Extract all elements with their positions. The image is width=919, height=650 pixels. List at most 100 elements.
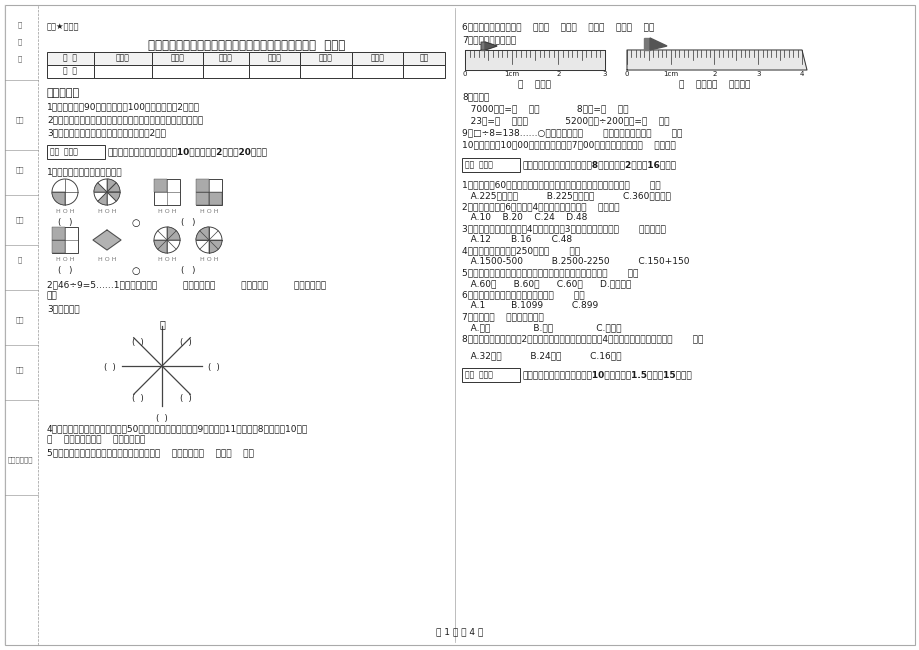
- Bar: [209, 192, 221, 205]
- Bar: [47, 52, 94, 65]
- Text: 内: 内: [17, 257, 22, 263]
- Text: 2、请首先按要求在试卷的指定位置填写您的姓名、班级、学号。: 2、请首先按要求在试卷的指定位置填写您的姓名、班级、学号。: [47, 115, 203, 124]
- Text: 班级: 班级: [16, 166, 24, 174]
- Text: (  ): ( ): [208, 363, 220, 372]
- Text: 5、在进位加法中，不管哪一位上的数相加满（    ），都要向（    ）进（    ）。: 5、在进位加法中，不管哪一位上的数相加满（ ），都要向（ ）进（ ）。: [47, 448, 254, 457]
- Text: 总分: 总分: [419, 53, 428, 62]
- Text: (  ): ( ): [104, 363, 116, 372]
- Text: 3: 3: [602, 71, 607, 77]
- Text: 9、□÷8=138……○，余数最大填（       ），这时被除数是（       ）。: 9、□÷8=138……○，余数最大填（ ），这时被除数是（ ）。: [461, 128, 682, 137]
- Text: A.32厘米          B.24厘米          C.16厘米: A.32厘米 B.24厘米 C.16厘米: [461, 351, 621, 360]
- Text: 考试须知：: 考试须知：: [47, 88, 80, 98]
- Bar: [152, 52, 202, 65]
- Bar: [202, 52, 249, 65]
- Bar: [94, 52, 152, 65]
- Polygon shape: [650, 38, 666, 50]
- Text: 密: 密: [17, 21, 22, 29]
- Polygon shape: [627, 50, 806, 70]
- Bar: [461, 158, 519, 172]
- Text: A.12       B.16       C.48: A.12 B.16 C.48: [461, 235, 572, 244]
- Polygon shape: [484, 42, 496, 50]
- Text: H O H: H O H: [97, 257, 116, 262]
- Bar: [202, 65, 249, 78]
- Text: 得分  评卷人: 得分 评卷人: [464, 160, 493, 169]
- Bar: [301, 65, 351, 78]
- Text: 二、反复比较，慎重选择（共8小题，每题2分，共16分）。: 二、反复比较，慎重选择（共8小题，每题2分，共16分）。: [522, 160, 676, 169]
- Wedge shape: [209, 240, 221, 253]
- Wedge shape: [153, 240, 167, 253]
- Text: 7、四边形（    ）平行四边形。: 7、四边形（ ）平行四边形。: [461, 312, 543, 321]
- Text: 2: 2: [556, 71, 560, 77]
- Text: A.1         B.1099          C.899: A.1 B.1099 C.899: [461, 301, 597, 310]
- Text: ○: ○: [131, 218, 140, 228]
- Text: 绝密★启用前: 绝密★启用前: [47, 22, 79, 31]
- Text: (  ): ( ): [180, 394, 192, 403]
- Text: 判断题: 判断题: [219, 53, 233, 62]
- Text: H O H: H O H: [97, 209, 116, 214]
- Text: (  ): ( ): [156, 414, 167, 423]
- Text: 综合题: 综合题: [319, 53, 333, 62]
- Text: 23吨=（    ）千克             5200千克÷200千克=（    ）吨: 23吨=（ ）千克 5200千克÷200千克=（ ）吨: [461, 116, 669, 125]
- Text: 1cm: 1cm: [663, 71, 677, 77]
- Wedge shape: [107, 183, 119, 192]
- Text: （    ）厘米（    ）毫米。: （ ）厘米（ ）毫米。: [678, 80, 749, 89]
- Bar: [461, 368, 519, 382]
- Bar: [196, 179, 209, 192]
- Text: 线: 线: [17, 56, 22, 62]
- Text: (   ): ( ): [58, 218, 72, 227]
- Bar: [301, 52, 351, 65]
- Text: ）。: ）。: [47, 291, 58, 300]
- Text: H O H: H O H: [199, 209, 218, 214]
- Text: 10、小林晚上10：00睡觉，第二天早上7：00起床，他一共睡了（    ）小时。: 10、小林晚上10：00睡觉，第二天早上7：00起床，他一共睡了（ ）小时。: [461, 140, 675, 149]
- Text: H O H: H O H: [157, 209, 176, 214]
- Text: 4、体育老师对第一小组同学进行50米距测试，成绩如下小红9秒，小圆11秒，小明8秒，小军10秒，: 4、体育老师对第一小组同学进行50米距测试，成绩如下小红9秒，小圆11秒，小明8…: [47, 424, 308, 433]
- Bar: [153, 179, 180, 205]
- Text: 6、常用的长度单位有（    ），（    ），（    ），（    ），（    ）。: 6、常用的长度单位有（ ），（ ），（ ），（ ），（ ）。: [461, 22, 653, 31]
- Text: 北: 北: [159, 319, 165, 329]
- Text: 1、把一根长60厘米的铁丝围成一个正方形，这个正方形的面积是（       ）。: 1、把一根长60厘米的铁丝围成一个正方形，这个正方形的面积是（ ）。: [461, 180, 660, 189]
- Text: 哈密地区实验小学三年级数学下学期全真模拟考试试题  附答案: 哈密地区实验小学三年级数学下学期全真模拟考试试题 附答案: [148, 39, 346, 52]
- Text: 计算题: 计算题: [267, 53, 281, 62]
- Text: 一、用心思考，正确填空（共10小题，每题2分，共20分）。: 一、用心思考，正确填空（共10小题，每题2分，共20分）。: [108, 147, 267, 156]
- Bar: [52, 227, 78, 253]
- Bar: [52, 240, 65, 253]
- Wedge shape: [107, 192, 119, 202]
- Bar: [152, 65, 202, 78]
- Text: 考场: 考场: [16, 216, 24, 224]
- Text: (  ): ( ): [132, 338, 143, 347]
- Text: 题  号: 题 号: [63, 53, 77, 62]
- Text: H O H: H O H: [56, 257, 74, 262]
- Text: A.225平方分米          B.225平方厘米          C.360平方厘米: A.225平方分米 B.225平方厘米 C.360平方厘米: [461, 191, 670, 200]
- Text: A.60秒      B.60分      C.60时      D.无法确定: A.60秒 B.60分 C.60时 D.无法确定: [461, 279, 630, 288]
- Text: 1cm: 1cm: [504, 71, 518, 77]
- Text: 姓名: 姓名: [16, 117, 24, 124]
- Bar: [196, 179, 221, 205]
- Text: （    ）毫米: （ ）毫米: [518, 80, 550, 89]
- Wedge shape: [97, 192, 107, 205]
- Text: 7000千克=（    ）吨             8千克=（    ）克: 7000千克=（ ）吨 8千克=（ ）克: [461, 104, 628, 113]
- Bar: [403, 65, 445, 78]
- Text: 得分  评卷人: 得分 评卷人: [50, 147, 78, 156]
- Text: 选择题: 选择题: [170, 53, 184, 62]
- Text: 三、仔细推敲，正确判断（共10小题，每题1.5分，共15分）。: 三、仔细推敲，正确判断（共10小题，每题1.5分，共15分）。: [522, 370, 692, 379]
- Text: 5、时针从上一个数字到相邻的下一个数字，经过的时间是（       ）。: 5、时针从上一个数字到相邻的下一个数字，经过的时间是（ ）。: [461, 268, 638, 277]
- Wedge shape: [107, 179, 116, 192]
- Text: 填空题: 填空题: [116, 53, 130, 62]
- Polygon shape: [481, 42, 484, 50]
- Bar: [153, 179, 167, 192]
- Text: 2、46÷9=5……1中，被除数是（         ），除数是（         ），商是（         ），余数是（: 2、46÷9=5……1中，被除数是（ ），除数是（ ），商是（ ），余数是（: [47, 280, 325, 289]
- Wedge shape: [52, 192, 65, 205]
- Text: H O H: H O H: [56, 209, 74, 214]
- Text: 考号: 考号: [16, 367, 24, 373]
- Text: (  ): ( ): [132, 394, 143, 403]
- Bar: [249, 65, 301, 78]
- Text: 3、不要在试卷上乱写乱画，卷面不整洁扣2分。: 3、不要在试卷上乱写乱画，卷面不整洁扣2分。: [47, 128, 165, 137]
- Bar: [403, 52, 445, 65]
- Text: 6、最小三位数和最大三位数的和是（       ）。: 6、最小三位数和最大三位数的和是（ ）。: [461, 290, 584, 299]
- Text: (  ): ( ): [180, 338, 192, 347]
- Wedge shape: [167, 227, 180, 240]
- Text: 第 1 页 共 4 页: 第 1 页 共 4 页: [436, 627, 483, 636]
- Text: 0: 0: [462, 71, 467, 77]
- Text: ○: ○: [131, 266, 140, 276]
- Text: 1、看图写分数，并比较大小。: 1、看图写分数，并比较大小。: [47, 167, 122, 176]
